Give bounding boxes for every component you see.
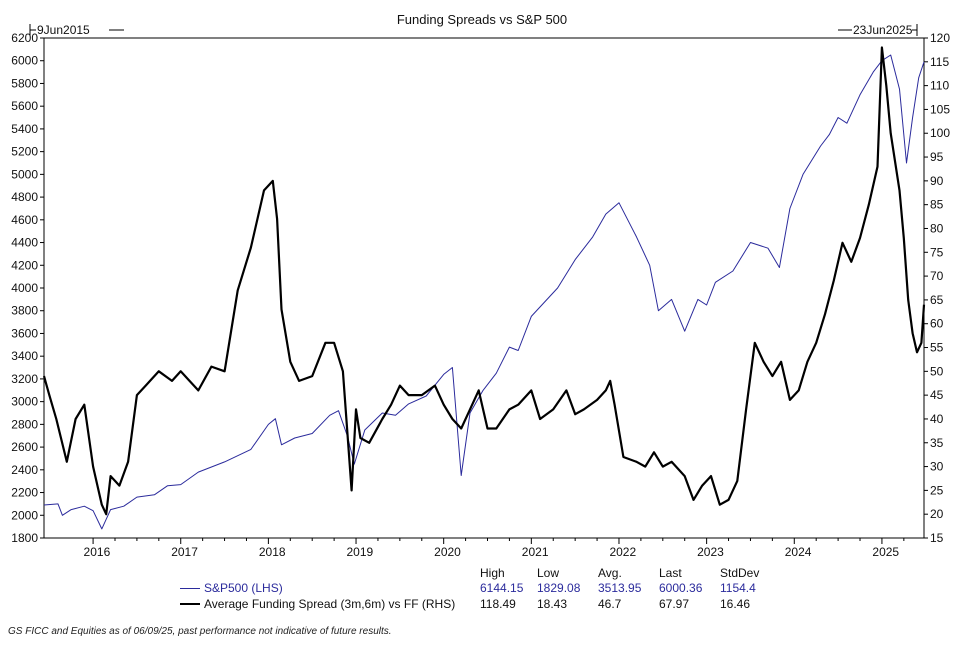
right-tick-label-95: 95 — [930, 150, 944, 164]
left-tick-label-3800: 3800 — [11, 304, 38, 318]
left-tick-label-4400: 4400 — [11, 236, 38, 250]
right-tick-label-55: 55 — [930, 341, 944, 355]
right-tick-label-110: 110 — [930, 79, 949, 93]
series-layer — [42, 46, 926, 530]
legend-header-last: Last — [659, 566, 682, 580]
right-tick-label-90: 90 — [930, 174, 944, 188]
left-tick-label-2000: 2000 — [11, 508, 38, 522]
legend-label-sp500: S&P500 (LHS) — [204, 581, 283, 595]
left-tick-label-5000: 5000 — [11, 167, 38, 181]
right-axis: 15 20 25 30 35 40 45 50 55 60 65 70 75 80 85 90 95 100 105… — [924, 31, 950, 545]
legend-value-sp500-last: 6000.36 — [659, 581, 703, 595]
legend-header-stddev: StdDev — [720, 566, 760, 580]
chart-title: Funding Spreads vs S&P 500 — [397, 12, 567, 27]
right-tick-label-20: 20 — [930, 507, 944, 521]
left-tick-label-3400: 3400 — [11, 349, 38, 363]
left-tick-label-2400: 2400 — [11, 463, 38, 477]
footnote: GS FICC and Equities as of 06/09/25, pas… — [8, 626, 392, 637]
legend-value-sp500-stddev: 1154.4 — [720, 581, 756, 595]
x-tick-label-2021: 2021 — [522, 545, 549, 559]
right-tick-label-60: 60 — [930, 317, 944, 331]
left-tick-label-3200: 3200 — [11, 372, 38, 386]
x-tick-label-2016: 2016 — [84, 545, 111, 559]
right-tick-label-115: 115 — [930, 55, 949, 69]
left-axis: 1800 2000 2200 2400 2600 2800 3000 3200 3400 3600… — [11, 31, 44, 545]
x-tick-label-2022: 2022 — [609, 545, 636, 559]
end-date-marker: 23Jun2025 — [838, 23, 918, 37]
x-tick-label-2018: 2018 — [259, 545, 286, 559]
left-tick-label-5800: 5800 — [11, 76, 38, 90]
left-tick-label-4200: 4200 — [11, 258, 38, 272]
legend-value-funding-high: 118.49 — [480, 597, 516, 611]
right-tick-label-35: 35 — [930, 436, 944, 450]
left-tick-label-6000: 6000 — [11, 54, 38, 68]
legend-swatch-sp500 — [180, 588, 200, 589]
legend-value-funding-low: 18.43 — [537, 597, 568, 611]
legend-value-sp500-high: 6144.15 — [480, 581, 524, 595]
right-tick-label-120: 120 — [930, 31, 950, 45]
end-date-label: 23Jun2025 — [853, 23, 913, 37]
left-tick-label-3000: 3000 — [11, 395, 38, 409]
x-tick-label-2017: 2017 — [171, 545, 198, 559]
legend-value-funding-avg: 46.7 — [598, 597, 622, 611]
right-tick-label-30: 30 — [930, 460, 944, 474]
x-tick-label-2025: 2025 — [872, 545, 899, 559]
right-tick-label-25: 25 — [930, 483, 944, 497]
series-line-sp500 — [43, 54, 925, 530]
right-tick-label-70: 70 — [930, 269, 944, 283]
legend-header-high: High — [480, 566, 505, 580]
left-tick-label-2800: 2800 — [11, 417, 38, 431]
right-tick-label-85: 85 — [930, 198, 944, 212]
legend-header-low: Low — [537, 566, 560, 580]
right-tick-label-75: 75 — [930, 245, 944, 259]
legend-value-sp500-low: 1829.08 — [537, 581, 581, 595]
right-tick-label-100: 100 — [930, 126, 950, 140]
right-tick-label-50: 50 — [930, 364, 944, 378]
x-axis: 2016 2017 2018 2019 2020 2021 2022 2023 2024 2025 — [84, 538, 905, 559]
x-tick-label-2019: 2019 — [347, 545, 374, 559]
start-date-label: 9Jun2015 — [37, 23, 90, 37]
left-tick-label-2600: 2600 — [11, 440, 38, 454]
left-tick-label-5600: 5600 — [11, 99, 38, 113]
legend-swatch-funding — [180, 603, 200, 605]
left-tick-label-6200: 6200 — [11, 31, 38, 45]
left-tick-label-4800: 4800 — [11, 190, 38, 204]
legend-header-avg: Avg. — [598, 566, 622, 580]
legend-label-funding: Average Funding Spread (3m,6m) vs FF (RH… — [204, 597, 456, 611]
right-tick-label-65: 65 — [930, 293, 944, 307]
plot-frame — [43, 37, 925, 539]
x-tick-label-2020: 2020 — [434, 545, 461, 559]
left-tick-label-4600: 4600 — [11, 213, 38, 227]
x-tick-label-2023: 2023 — [697, 545, 724, 559]
chart-svg: Funding Spreads vs S&P 500 9Jun2015 23Ju… — [11, 12, 950, 559]
left-tick-label-1800: 1800 — [11, 531, 38, 545]
series-line-funding-spread — [42, 46, 926, 516]
right-tick-label-40: 40 — [930, 412, 944, 426]
right-tick-label-105: 105 — [930, 102, 950, 116]
start-date-marker: 9Jun2015 — [29, 23, 124, 37]
legend-value-funding-stddev: 16.46 — [720, 597, 751, 611]
x-tick-label-2024: 2024 — [785, 545, 812, 559]
right-tick-label-80: 80 — [930, 221, 944, 235]
left-tick-label-5200: 5200 — [11, 145, 38, 159]
left-tick-label-5400: 5400 — [11, 122, 38, 136]
right-tick-label-15: 15 — [930, 531, 944, 545]
legend-value-sp500-avg: 3513.95 — [598, 581, 642, 595]
left-tick-label-3600: 3600 — [11, 326, 38, 340]
legend-value-funding-last: 67.97 — [659, 597, 690, 611]
right-tick-label-45: 45 — [930, 388, 944, 402]
left-tick-label-4000: 4000 — [11, 281, 38, 295]
left-tick-label-2200: 2200 — [11, 486, 38, 500]
